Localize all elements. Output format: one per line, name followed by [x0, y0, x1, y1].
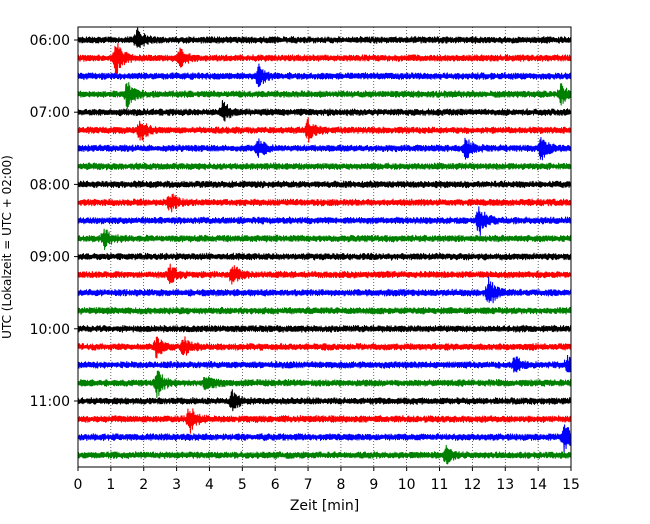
trace-0930	[77, 276, 572, 304]
trace-1115	[77, 408, 572, 434]
x-tick-layer: 0 1 2 3 4 5 6 7 8 9 10 11 12 13 14 15	[74, 467, 580, 493]
y-tick-label-4: 10:00	[30, 322, 70, 338]
trace-0645	[77, 82, 572, 109]
x-tick-label-10: 10	[398, 477, 416, 493]
y-tick-label-3: 09:00	[30, 250, 70, 266]
trace-1145	[77, 444, 572, 465]
x-tick-label-4: 4	[205, 477, 214, 493]
trace-0615	[77, 42, 572, 75]
plot-frame	[77, 26, 572, 468]
trace-0730	[77, 137, 572, 161]
grid-layer	[110, 27, 539, 467]
x-tick-label-3: 3	[172, 477, 181, 493]
x-tick-label-8: 8	[336, 477, 345, 493]
trace-0945	[77, 306, 572, 315]
trace-0830	[77, 206, 572, 236]
trace-0900	[77, 252, 572, 261]
y-tick-label-2: 08:00	[30, 177, 70, 193]
x-tick-label-11: 11	[431, 477, 449, 493]
x-tick-label-15: 15	[562, 477, 580, 493]
trace-1045	[77, 370, 572, 399]
x-tick-label-7: 7	[304, 477, 313, 493]
trace-1130	[77, 424, 572, 453]
y-tick-label-5: 11:00	[30, 394, 70, 410]
trace-1015	[77, 336, 572, 359]
x-tick-label-1: 1	[106, 477, 115, 493]
y-tick-label-1: 07:00	[30, 105, 70, 121]
x-axis-label: Zeit [min]	[290, 498, 359, 514]
x-tick-label-12: 12	[463, 477, 481, 493]
trace-0800	[77, 180, 572, 189]
x-tick-label-6: 6	[271, 477, 280, 493]
trace-0815	[77, 193, 572, 213]
trace-0915	[77, 263, 572, 285]
trace-0700	[77, 100, 572, 122]
trace-1100	[77, 389, 572, 412]
trace-0745	[77, 162, 572, 171]
x-tick-label-13: 13	[496, 477, 514, 493]
trace-0630	[77, 63, 572, 88]
trace-0845	[77, 228, 572, 250]
x-tick-label-14: 14	[529, 477, 547, 493]
trace-1030	[77, 354, 572, 373]
y-axis-label: UTC (Lokalzeit = UTC + 02:00)	[0, 155, 14, 339]
y-tick-layer: 06:00 07:00 08:00 09:00 10:00 11:00	[30, 33, 78, 410]
x-tick-label-0: 0	[74, 477, 83, 493]
trace-layer	[77, 27, 572, 465]
x-tick-label-2: 2	[139, 477, 148, 493]
x-tick-label-9: 9	[369, 477, 378, 493]
y-tick-label-0: 06:00	[30, 33, 70, 49]
trace-1000	[77, 324, 572, 333]
x-tick-label-5: 5	[238, 477, 247, 493]
trace-0600	[77, 27, 572, 49]
trace-0715	[77, 116, 572, 143]
